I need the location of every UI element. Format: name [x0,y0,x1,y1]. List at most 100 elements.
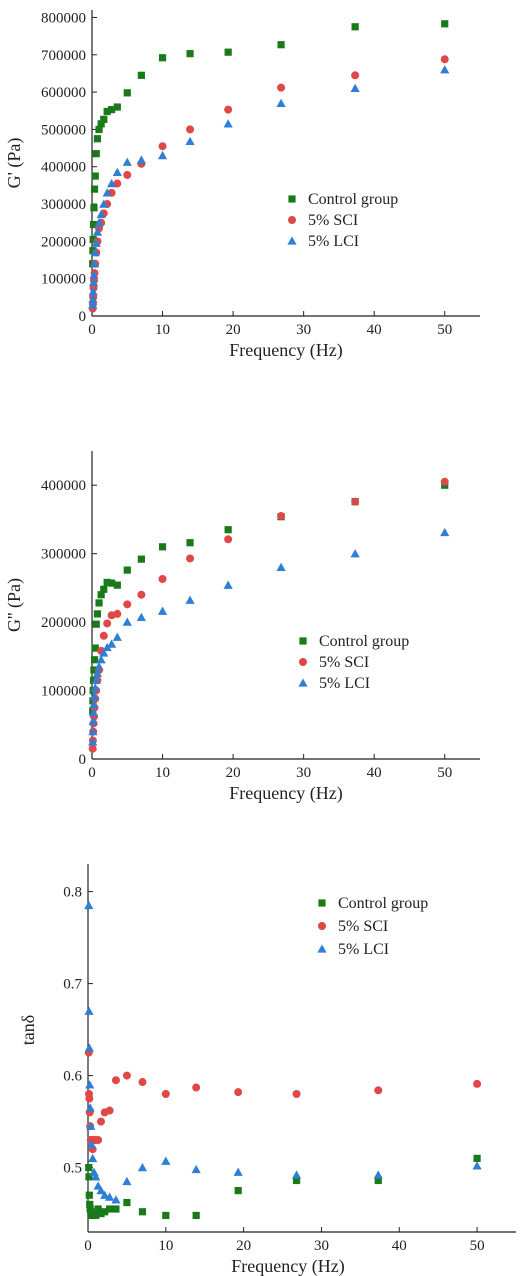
data-point [107,639,117,648]
data-point [89,235,97,244]
x-tick-label: 20 [226,765,241,781]
data-point [277,83,286,92]
data-point [441,20,449,28]
data-point [350,83,360,93]
chart-tandelta: 0 10 20 30 40 50 0.5 0.6 0.7 0.8 Frequency (Hz) tan… [18,864,516,1276]
x-tick-label: 40 [392,1238,407,1254]
data-point [351,71,360,80]
data-point [107,178,117,188]
data-point [223,119,233,128]
x-tick-label: 40 [367,322,382,338]
legend-marker [298,678,308,687]
data-point [157,606,168,615]
data-point [90,247,100,257]
data-point [137,555,145,563]
series-lci [88,65,450,309]
data-point [350,549,360,558]
y-tick-label: 200000 [41,615,86,631]
data-point [96,1186,106,1195]
data-point [86,1140,97,1149]
data-point [88,707,99,717]
data-point [89,270,99,279]
data-point [101,1208,109,1216]
legend-marker [299,637,307,645]
data-point [185,136,195,146]
data-point [123,600,132,609]
data-point [292,1176,301,1185]
data-point [122,1176,132,1186]
y-tick-label: 0.6 [63,1069,82,1085]
data-point [88,1153,98,1163]
data-point [90,666,98,674]
series-control [89,20,449,268]
data-point [92,668,103,678]
legend-label: Control group [338,895,428,912]
data-point [86,1121,96,1130]
data-point [103,107,111,116]
y-tick-label: 400000 [41,478,86,494]
x-tick-label: 30 [296,765,311,781]
data-point [373,1170,383,1179]
x-tick-label: 10 [155,765,170,781]
data-point [89,259,100,268]
legend-marker [317,944,327,953]
data-point [96,1117,105,1126]
data-point [94,1205,102,1213]
y-tick-label: 0.5 [63,1161,82,1177]
series-sci [84,1048,482,1154]
data-point [95,599,103,607]
legend: Control group 5% SCI 5% LCI [317,895,428,958]
data-point [473,1079,482,1088]
data-point [473,1154,481,1162]
data-point [233,1167,243,1176]
x-axis-title: Frequency (Hz) [229,340,342,361]
data-point [111,1076,120,1085]
legend-marker [288,195,296,203]
data-point [351,497,360,506]
data-point [88,300,98,309]
data-point [374,1086,383,1095]
data-point [88,294,98,303]
data-point [85,1080,95,1089]
x-axis-title: Frequency (Hz) [229,783,342,804]
data-point [88,287,98,296]
data-point [292,1090,301,1098]
y-tick-label: 300000 [41,197,86,213]
data-point [86,1200,94,1208]
y-tick-label: 700000 [41,48,86,64]
data-point [97,120,105,128]
data-point [192,1211,200,1220]
x-tick-label: 30 [314,1238,329,1254]
data-point [123,170,132,179]
data-point [136,155,146,164]
y-tick-label: 0.7 [63,977,82,993]
y-tick-label: 0 [79,752,87,768]
data-point [90,204,98,212]
data-point [91,238,101,247]
x-tick-label: 10 [155,322,170,338]
legend-label: 5% LCI [338,941,389,958]
data-point [85,1094,94,1103]
data-point [224,526,232,534]
legend-marker [318,922,326,930]
data-point [440,55,449,64]
y-tick-label: 800000 [41,10,86,26]
data-point [123,566,131,574]
data-point [161,1090,170,1098]
legend-marker [299,658,307,666]
data-point [84,1006,94,1015]
y-axis-title: G'' (Pa) [4,578,25,632]
data-point [123,1198,131,1207]
data-point [277,512,286,521]
data-point [92,620,100,628]
y-tick-label: 100000 [41,684,86,700]
data-point [90,683,100,692]
data-point [122,617,132,626]
legend: Control group 5% SCI 5% LCI [287,191,398,250]
data-point [88,727,98,736]
data-point [186,554,195,563]
x-tick-label: 30 [296,322,311,338]
data-point [99,631,108,640]
data-point [158,142,167,151]
data-point [105,1192,115,1201]
